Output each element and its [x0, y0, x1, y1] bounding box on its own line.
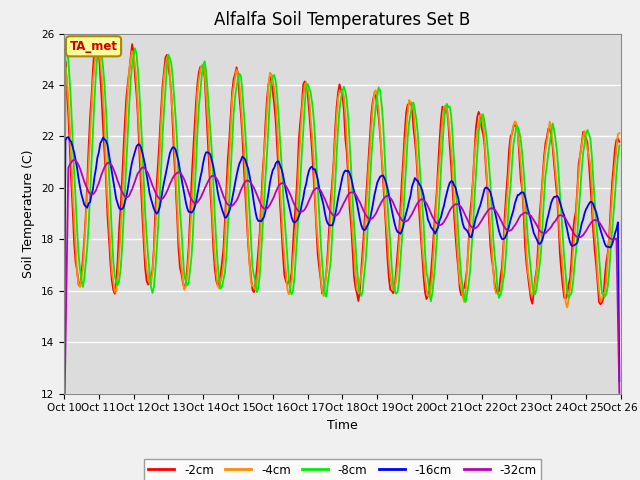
-8cm: [348, 166, 355, 171]
Legend: -2cm, -4cm, -8cm, -16cm, -32cm: -2cm, -4cm, -8cm, -16cm, -32cm: [144, 459, 541, 480]
-16cm: [540, 231, 548, 237]
-2cm: [60, 371, 68, 376]
-32cm: [540, 231, 548, 237]
-8cm: [60, 370, 68, 376]
-32cm: [458, 204, 465, 210]
-4cm: [540, 162, 548, 168]
-16cm: [348, 175, 355, 181]
-16cm: [60, 327, 68, 333]
-2cm: [93, 38, 101, 44]
Line: -8cm: -8cm: [64, 45, 620, 373]
-16cm: [458, 213, 465, 219]
-4cm: [93, 41, 101, 47]
-16cm: [81, 202, 88, 208]
-2cm: [458, 292, 465, 298]
-4cm: [79, 266, 86, 272]
-8cm: [98, 51, 106, 57]
-4cm: [60, 380, 68, 385]
-2cm: [348, 222, 355, 228]
-8cm: [458, 274, 465, 280]
-32cm: [81, 179, 88, 184]
-16cm: [616, 378, 623, 384]
Line: -32cm: -32cm: [64, 160, 620, 437]
-16cm: [65, 134, 72, 140]
-4cm: [612, 146, 620, 152]
-2cm: [612, 137, 620, 143]
-8cm: [616, 143, 623, 148]
-4cm: [616, 130, 623, 136]
-2cm: [79, 256, 86, 262]
-2cm: [540, 155, 548, 161]
-8cm: [95, 42, 102, 48]
-4cm: [98, 75, 106, 81]
-2cm: [616, 139, 623, 144]
-16cm: [612, 226, 620, 232]
Y-axis label: Soil Temperature (C): Soil Temperature (C): [22, 149, 35, 278]
-32cm: [616, 390, 623, 396]
Line: -16cm: -16cm: [64, 137, 620, 381]
-32cm: [60, 434, 68, 440]
-8cm: [79, 284, 86, 290]
Text: TA_met: TA_met: [70, 40, 118, 53]
-32cm: [348, 190, 355, 195]
-16cm: [98, 138, 106, 144]
X-axis label: Time: Time: [327, 419, 358, 432]
Line: -2cm: -2cm: [64, 41, 620, 373]
-32cm: [98, 171, 106, 177]
Line: -4cm: -4cm: [64, 44, 620, 383]
-4cm: [348, 209, 355, 215]
-4cm: [458, 286, 465, 291]
-8cm: [612, 171, 620, 177]
-32cm: [70, 157, 78, 163]
-8cm: [540, 195, 548, 201]
Title: Alfalfa Soil Temperatures Set B: Alfalfa Soil Temperatures Set B: [214, 11, 470, 29]
-2cm: [98, 96, 106, 102]
-32cm: [612, 236, 620, 241]
